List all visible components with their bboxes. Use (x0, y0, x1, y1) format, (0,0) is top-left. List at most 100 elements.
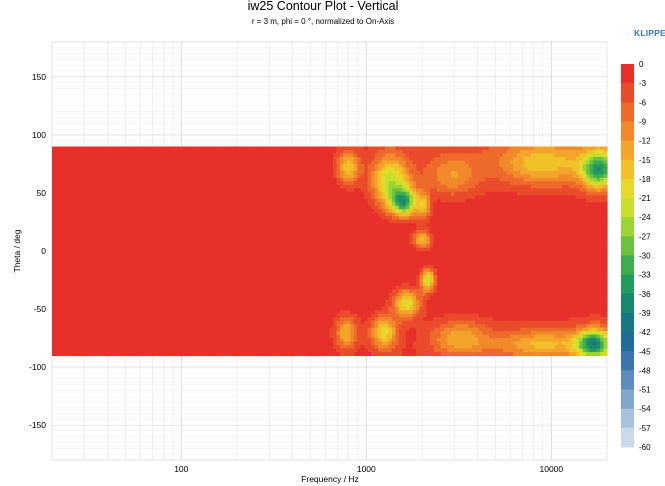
heatmap-cell (138, 285, 143, 290)
heatmap-cell (301, 345, 306, 350)
heatmap-cell (72, 160, 77, 165)
heatmap-cell (107, 282, 112, 287)
heatmap-cell (215, 327, 220, 332)
heatmap-cell (128, 296, 133, 301)
heatmap-cell (291, 352, 296, 357)
heatmap-cell (270, 209, 275, 214)
heatmap-cell (221, 271, 227, 276)
heatmap-cell (65, 261, 70, 266)
heatmap-cell (156, 156, 161, 162)
heatmap-cell (253, 338, 258, 343)
heatmap-cell (211, 254, 216, 259)
heatmap-cell (208, 181, 213, 186)
heatmap-cell (308, 271, 313, 276)
heatmap-cell (93, 278, 98, 283)
heatmap-cell (239, 261, 244, 266)
heatmap-cell (270, 257, 275, 263)
heatmap-cell (291, 170, 296, 175)
heatmap-cell (190, 247, 195, 252)
heatmap-cell (166, 303, 171, 308)
heatmap-cell (218, 313, 223, 318)
heatmap-cell (190, 191, 195, 196)
heatmap-cell (284, 219, 289, 224)
heatmap-cell (277, 324, 282, 329)
heatmap-cell (183, 299, 188, 304)
heatmap-cell (183, 219, 188, 224)
heatmap-cell (305, 209, 310, 214)
heatmap-cell (135, 251, 140, 256)
heatmap-cell (287, 205, 292, 210)
heatmap-cell (194, 195, 199, 200)
heatmap-cell (274, 205, 279, 210)
heatmap-cell (76, 156, 81, 162)
heatmap-cell (138, 202, 143, 207)
heatmap-cell (204, 240, 209, 245)
heatmap-cell (312, 174, 317, 179)
heatmap-cell (291, 205, 296, 210)
heatmap-cell (149, 160, 154, 165)
heatmap-cell (79, 264, 84, 270)
heatmap-cell (294, 268, 299, 273)
heatmap-cell (65, 345, 70, 350)
heatmap-cell (315, 212, 320, 217)
heatmap-cell (194, 240, 199, 245)
heatmap-cell (204, 209, 209, 214)
heatmap-cell (142, 257, 147, 263)
heatmap-cell (169, 212, 175, 217)
heatmap-cell (176, 177, 181, 182)
heatmap-cell (215, 251, 220, 256)
heatmap-cell (187, 303, 192, 308)
heatmap-cell (208, 156, 213, 162)
heatmap-cell (58, 317, 64, 322)
heatmap-cell (100, 184, 105, 189)
heatmap-cell (312, 275, 317, 280)
heatmap-cell (79, 226, 84, 231)
heatmap-cell (124, 156, 129, 162)
heatmap-cell (173, 275, 178, 280)
heatmap-cell (277, 237, 282, 242)
heatmap-cell (194, 264, 199, 270)
heatmap-cell (152, 268, 157, 273)
heatmap-cell (270, 195, 275, 200)
heatmap-cell (93, 324, 98, 329)
heatmap-cell (183, 146, 188, 151)
heatmap-cell (215, 230, 220, 235)
heatmap-cell (287, 341, 292, 346)
heatmap-cell (315, 170, 320, 175)
heatmap-cell (190, 237, 195, 242)
heatmap-cell (308, 247, 313, 252)
heatmap-cell (298, 282, 303, 287)
heatmap-cell (315, 306, 320, 311)
heatmap-cell (253, 254, 258, 259)
heatmap-cell (322, 209, 327, 214)
heatmap-cell (215, 285, 220, 290)
heatmap-cell (284, 163, 289, 168)
heatmap-cell (218, 219, 223, 224)
heatmap-cell (270, 338, 275, 343)
heatmap-cell (142, 254, 147, 259)
heatmap-cell (121, 219, 126, 224)
heatmap-cell (169, 191, 175, 196)
heatmap-cell (190, 261, 195, 266)
heatmap-cell (253, 306, 258, 311)
heatmap-cell (215, 278, 220, 283)
heatmap-cell (218, 320, 223, 325)
heatmap-cell (183, 198, 188, 203)
heatmap-cell (110, 334, 116, 339)
heatmap-cell (93, 198, 98, 203)
heatmap-cell (100, 345, 105, 350)
heatmap-cell (277, 285, 282, 290)
heatmap-cell (277, 261, 282, 266)
heatmap-cell (142, 251, 147, 256)
heatmap-cell (246, 191, 251, 196)
heatmap-cell (256, 251, 261, 256)
heatmap-cell (322, 247, 327, 252)
heatmap-cell (201, 212, 206, 217)
heatmap-cell (249, 209, 254, 214)
heatmap-cell (215, 264, 220, 270)
heatmap-cell (249, 237, 254, 242)
heatmap-cell (253, 324, 258, 329)
heatmap-cell (221, 247, 227, 252)
heatmap-cell (117, 313, 122, 318)
heatmap-cell (190, 313, 195, 318)
